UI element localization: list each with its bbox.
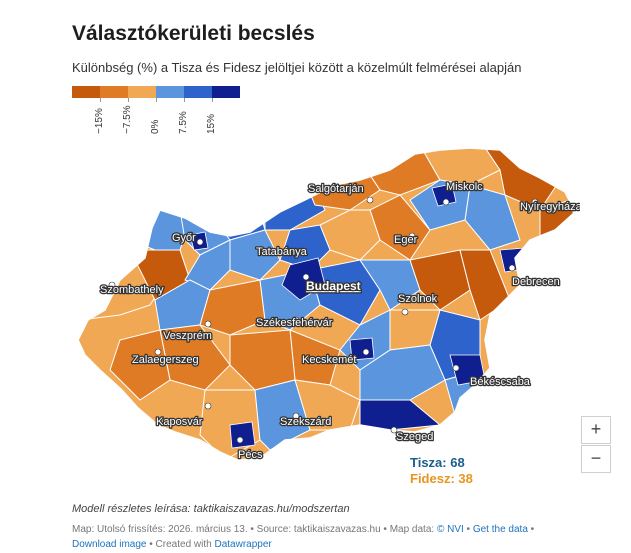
city-label: Kecskemét (302, 354, 356, 366)
constituency-22[interactable] (359, 259, 421, 311)
constituency-36[interactable] (359, 399, 442, 431)
fidesz-seat-count: Fidesz: 38 (410, 471, 473, 486)
city-label: Győr (172, 232, 196, 244)
city-marker (236, 436, 244, 444)
city-labels: Salgótarján Miskolc Nyíregyháza Győr Tatabán… (99, 180, 580, 463)
city-marker (442, 198, 450, 206)
city-marker (196, 238, 204, 246)
city-label: Székesfehérvár (256, 317, 333, 329)
legend-tick-mark (100, 98, 101, 102)
city-label: Szeged (396, 431, 433, 443)
constituency-13[interactable] (369, 194, 431, 261)
constituency-23[interactable] (409, 249, 471, 311)
city-markers (108, 196, 539, 444)
chart-subtitle: Különbség (%) a Tisza és Fidesz jelöltje… (72, 60, 522, 75)
city-label: Nyíregyháza (520, 201, 580, 213)
city-label: Szolnok (398, 293, 438, 305)
city-marker (204, 320, 212, 328)
legend-swatch-2 (128, 86, 156, 98)
get-data-link[interactable]: Get the data (472, 524, 528, 535)
legend-swatch-4 (184, 86, 212, 98)
city-label: Debrecen (512, 276, 560, 288)
constituency-8[interactable] (419, 140, 501, 186)
city-marker (508, 264, 516, 272)
source-footer: Map: Utolsó frissítés: 2026. március 13.… (72, 522, 602, 552)
urban-constituency-1[interactable] (431, 183, 457, 207)
urban-constituency-5[interactable] (229, 421, 256, 449)
city-label: Szekszárd (280, 416, 331, 428)
city-marker (261, 248, 269, 256)
legend-tick-label: 0% (150, 119, 161, 134)
tisza-seat-count: Tisza: 68 (410, 455, 465, 470)
legend-tick-label: −7.5% (122, 105, 133, 134)
constituency-19[interactable] (199, 279, 266, 336)
city-label: Miskolc (446, 181, 483, 193)
city-label: Tatabánya (256, 246, 308, 258)
legend-ticks: −15% −7.5% 0% 7.5% 15% (72, 98, 240, 138)
legend-swatch-0 (72, 86, 100, 98)
city-marker (531, 198, 539, 206)
city-marker (366, 196, 374, 204)
legend-tick-label: 15% (206, 113, 217, 134)
city-marker (302, 273, 310, 281)
methodology-note: Modell részletes leírása: taktikaiszavaz… (72, 503, 350, 515)
city-label: Szombathely (100, 284, 164, 296)
city-marker (204, 402, 212, 410)
legend-tick-mark (128, 98, 129, 102)
city-marker (154, 348, 162, 356)
constituency-21[interactable] (309, 259, 381, 326)
city-marker (390, 426, 398, 434)
legend-tick-label: −15% (94, 108, 105, 134)
city-marker (408, 232, 416, 240)
city-marker (452, 364, 460, 372)
city-label: Budapest (306, 279, 361, 293)
separator: • (463, 524, 473, 535)
separator: • (527, 524, 535, 535)
legend-tick-mark (156, 98, 157, 102)
country-border (77, 147, 576, 461)
created-with-text: • Created with (146, 539, 215, 550)
city-marker (108, 281, 116, 289)
city-marker (292, 412, 300, 420)
source-text: Map: Utolsó frissítés: 2026. március 13.… (72, 524, 437, 535)
city-label: Pécs (238, 449, 263, 461)
constituency-17[interactable] (184, 239, 231, 291)
city-label: Salgótarján (308, 183, 364, 195)
legend-swatch-1 (100, 86, 128, 98)
constituency-31[interactable] (109, 329, 171, 401)
city-label: Kaposvár (156, 416, 203, 428)
chart-title: Választókerületi becslés (72, 22, 315, 45)
nvi-link[interactable]: © NVI (436, 524, 464, 535)
download-image-link[interactable]: Download image (72, 539, 147, 550)
city-label: Veszprém (163, 330, 212, 342)
city-label: Békéscsaba (470, 376, 531, 388)
constituency-34[interactable] (294, 379, 361, 431)
zoom-out-button[interactable]: − (581, 445, 611, 473)
legend-tick-mark (184, 98, 185, 102)
legend-tick-mark (212, 98, 213, 102)
hungary-constituency-map[interactable]: Salgótarján Miskolc Nyíregyháza Győr Tatabán… (60, 140, 580, 485)
legend-swatch-3 (156, 86, 184, 98)
legend-swatches (72, 86, 240, 98)
city-label: Zalaegerszeg (132, 354, 199, 366)
city-marker (292, 316, 300, 324)
city-marker (362, 348, 370, 356)
datawrapper-link[interactable]: Datawrapper (214, 539, 272, 550)
legend-swatch-5 (212, 86, 240, 98)
zoom-in-button[interactable]: + (581, 416, 611, 444)
color-legend: −15% −7.5% 0% 7.5% 15% (72, 86, 240, 138)
legend-tick-label: 7.5% (178, 111, 189, 134)
city-label: Eger (394, 234, 418, 246)
city-marker (401, 308, 409, 316)
